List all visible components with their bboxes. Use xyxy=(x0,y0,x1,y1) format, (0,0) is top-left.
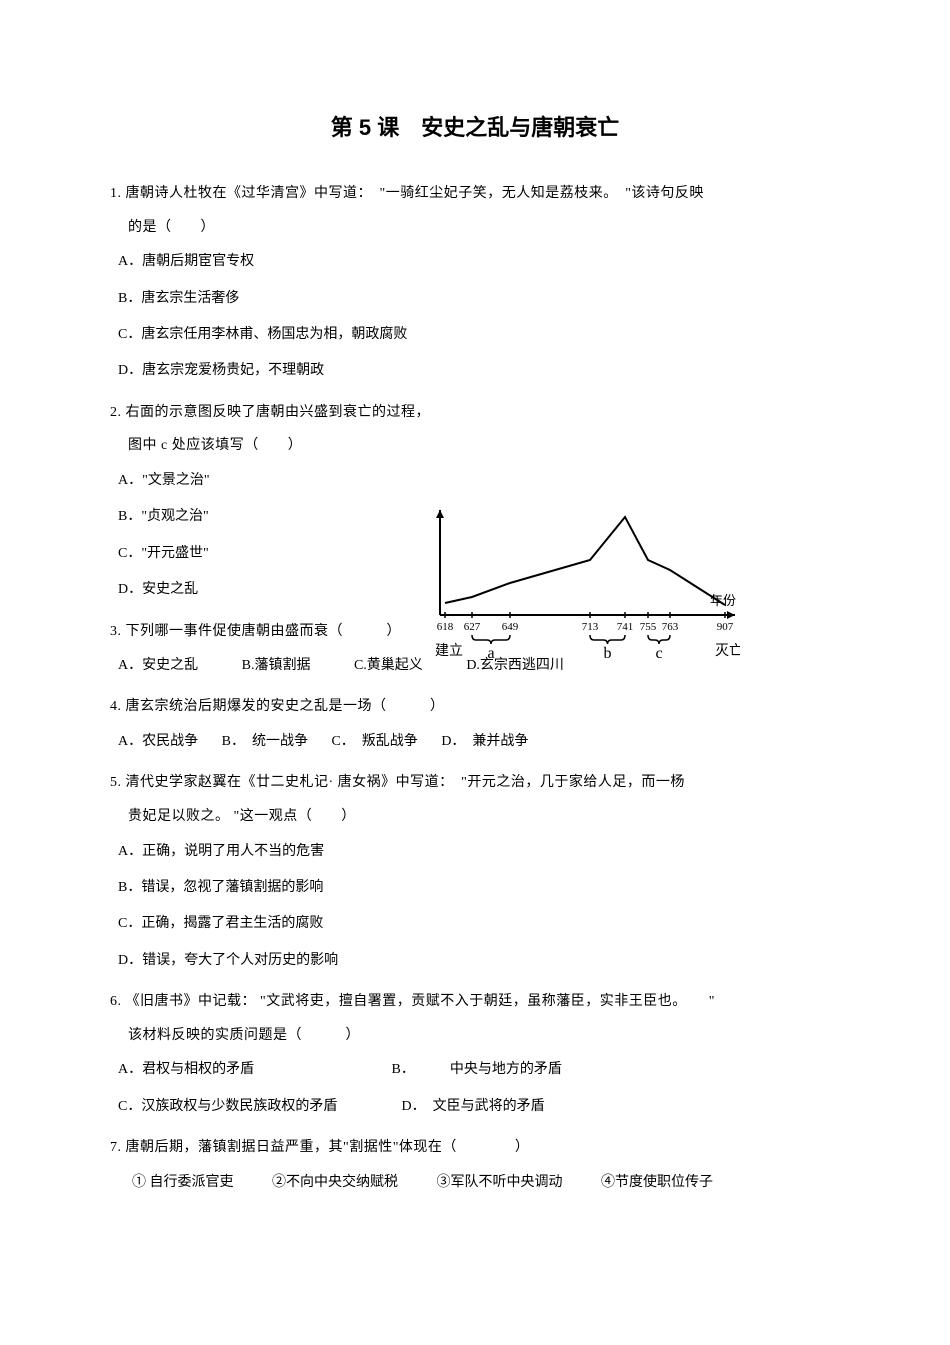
x-axis-arrow xyxy=(727,611,735,619)
q1-option-b: B．唐玄宗生活奢侈 xyxy=(110,281,840,317)
q6-row1: A．君权与相权的矛盾 B． 中央与地方的矛盾 xyxy=(110,1052,840,1088)
q6-option-c: C．汉族政权与少数民族政权的矛盾 xyxy=(118,1089,388,1125)
q4-option-d: D． 兼并战争 xyxy=(441,724,528,760)
q5-text: 5. 清代史学家赵翼在《廿二史札记· 唐女祸》中写道： "开元之治，几于家给人足… xyxy=(110,766,840,800)
q7-sub1: ① 自行委派官吏 xyxy=(132,1165,234,1201)
q6-option-b: B． 中央与地方的矛盾 xyxy=(392,1052,562,1088)
page-title: 第 5 课 安史之乱与唐朝衰亡 xyxy=(110,110,840,142)
q4-option-b: B． 统一战争 xyxy=(222,724,308,760)
q1-option-a: A．唐朝后期宦官专权 xyxy=(110,244,840,280)
svg-text:618: 618 xyxy=(437,621,454,633)
svg-text:b: b xyxy=(604,645,612,662)
q4-option-a: A．农民战争 xyxy=(118,724,198,760)
question-5: 5. 清代史学家赵翼在《廿二史札记· 唐女祸》中写道： "开元之治，几于家给人足… xyxy=(110,766,840,979)
q7-sub2: ②不向中央交纳赋税 xyxy=(272,1165,398,1201)
q6-option-a: A．君权与相权的矛盾 xyxy=(118,1052,348,1088)
svg-text:713: 713 xyxy=(582,621,599,633)
question-7: 7. 唐朝后期，藩镇割据日益严重，其"割据性"体现在（ ） ① 自行委派官吏 ②… xyxy=(110,1131,840,1201)
q6-option-d: D． 文臣与武将的矛盾 xyxy=(402,1089,545,1125)
chart-xlabels: 618 627 649 713 741 755 763 907 xyxy=(437,621,734,633)
q7-text: 7. 唐朝后期，藩镇割据日益严重，其"割据性"体现在（ ） xyxy=(110,1131,840,1165)
q3-option-b: B.藩镇割据 xyxy=(242,648,311,684)
q4-text: 4. 唐玄宗统治后期爆发的安史之乱是一场（ ） xyxy=(110,690,840,724)
q1-option-d: D．唐玄宗宠爱杨贵妃，不理朝政 xyxy=(110,353,840,389)
q7-sub4: ④节度使职位传子 xyxy=(601,1165,713,1201)
q5-option-d: D．错误，夸大了个人对历史的影响 xyxy=(110,943,840,979)
svg-text:755: 755 xyxy=(640,621,657,633)
svg-text:c: c xyxy=(655,645,662,662)
q3-option-a: A．安史之乱 xyxy=(118,648,198,684)
q5-text2: 贵妃足以败之。 "这一观点（ ） xyxy=(110,800,840,834)
svg-text:763: 763 xyxy=(662,621,679,633)
svg-text:907: 907 xyxy=(717,621,734,633)
q5-option-c: C．正确，揭露了君主生活的腐败 xyxy=(110,906,840,942)
chart-label-right: 灭亡 xyxy=(715,643,740,659)
q2-option-a: A．"文景之治" xyxy=(110,463,840,499)
question-4: 4. 唐玄宗统治后期爆发的安史之乱是一场（ ） A．农民战争 B． 统一战争 C… xyxy=(110,690,840,760)
chart-label-year: 年份 xyxy=(710,593,736,608)
q7-subitems: ① 自行委派官吏 ②不向中央交纳赋税 ③军队不听中央调动 ④节度使职位传子 xyxy=(110,1165,840,1201)
q6-text2: 该材料反映的实质问题是（ ） xyxy=(110,1019,840,1053)
q2-text: 2. 右面的示意图反映了唐朝由兴盛到衰亡的过程， xyxy=(110,396,840,430)
q2-text2: 图中 c 处应该填写（ ） xyxy=(110,429,840,463)
q7-sub3: ③军队不听中央调动 xyxy=(437,1165,563,1201)
chart-label-left: 建立 xyxy=(435,643,463,659)
q1-text: 1. 唐朝诗人杜牧在《过华清宫》中写道： "一骑红尘妃子笑，无人知是荔枝来。 "… xyxy=(110,177,840,211)
q5-option-a: A．正确，说明了用人不当的危害 xyxy=(110,834,840,870)
chart-brackets: a b c xyxy=(472,635,670,662)
tang-dynasty-chart: 618 627 649 713 741 755 763 907 a b c 建立 灭亡 年份 xyxy=(430,505,740,660)
document-body: 第 5 课 安史之乱与唐朝衰亡 1. 唐朝诗人杜牧在《过华清宫》中写道： "一骑… xyxy=(110,110,840,1201)
chart-svg: 618 627 649 713 741 755 763 907 a b c 建立 灭亡 年份 xyxy=(430,505,740,665)
q4-options: A．农民战争 B． 统一战争 C． 叛乱战争 D． 兼并战争 xyxy=(110,724,840,760)
svg-text:649: 649 xyxy=(502,621,519,633)
q1-option-c: C．唐玄宗任用李林甫、杨国忠为相，朝政腐败 xyxy=(110,317,840,353)
q4-option-c: C． 叛乱战争 xyxy=(331,724,417,760)
q1-text2: 的是（ ） xyxy=(110,211,840,245)
q6-text: 6. 《旧唐书》中记载： "文武将吏，擅自署置，贡赋不入于朝廷，虽称藩臣，实非王… xyxy=(110,985,840,1019)
question-6: 6. 《旧唐书》中记载： "文武将吏，擅自署置，贡赋不入于朝廷，虽称藩臣，实非王… xyxy=(110,985,840,1125)
svg-text:741: 741 xyxy=(617,621,634,633)
q6-row2: C．汉族政权与少数民族政权的矛盾 D． 文臣与武将的矛盾 xyxy=(110,1089,840,1125)
question-1: 1. 唐朝诗人杜牧在《过华清宫》中写道： "一骑红尘妃子笑，无人知是荔枝来。 "… xyxy=(110,177,840,390)
q3-option-c: C.黄巢起义 xyxy=(354,648,423,684)
chart-line xyxy=(445,517,725,605)
svg-text:627: 627 xyxy=(464,621,481,633)
y-axis-arrow xyxy=(436,510,444,518)
svg-text:a: a xyxy=(487,645,494,662)
q5-option-b: B．错误，忽视了藩镇割据的影响 xyxy=(110,870,840,906)
